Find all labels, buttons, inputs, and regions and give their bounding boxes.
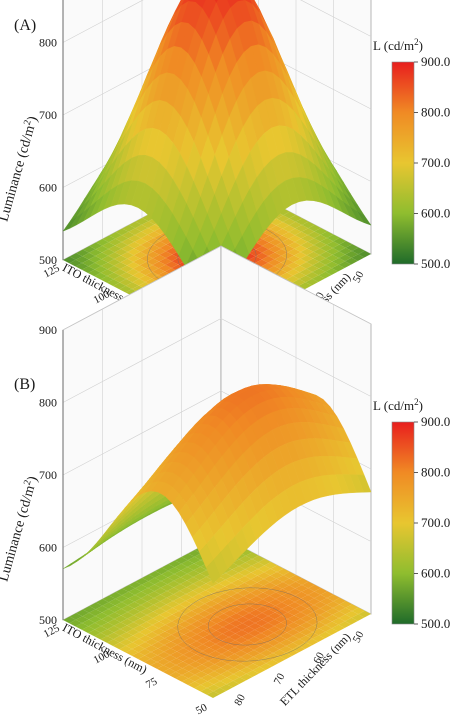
z-tick-label: 800 <box>39 396 57 410</box>
colorbar-title: L (cd/m2) <box>373 37 423 53</box>
x-tick-label: 75 <box>144 675 160 691</box>
z-tick-label: 800 <box>39 36 57 50</box>
panel-label: (A) <box>14 17 36 34</box>
z-tick-label: 700 <box>39 108 57 122</box>
colorbar <box>392 422 414 624</box>
colorbar-tick-label: 600.0 <box>421 566 450 581</box>
y-tick-label: 50 <box>351 269 367 285</box>
y-tick-label: 50 <box>351 629 367 645</box>
colorbar-tick-label: 800.0 <box>421 105 450 120</box>
x-tick-label: 50 <box>194 701 210 717</box>
y-tick-label: 70 <box>272 671 288 687</box>
y-tick-label: 80 <box>232 692 248 708</box>
colorbar-tick-label: 700.0 <box>421 515 450 530</box>
colorbar-tick-label: 500.0 <box>421 256 450 271</box>
colorbar-ticks: 500.0 600.0 700.0 800.0 900.0 <box>414 54 450 271</box>
z-tick-label: 600 <box>39 541 57 555</box>
z-axis-label: Luminance (cd/m2) <box>0 474 41 584</box>
colorbar-tick-label: 800.0 <box>421 465 450 480</box>
z-tick-label: 900 <box>39 323 57 337</box>
colorbar-ticks: 500.0 600.0 700.0 800.0 900.0 <box>414 414 450 631</box>
z-tick-label: 600 <box>39 181 57 195</box>
colorbar-tick-label: 900.0 <box>421 54 450 69</box>
colorbar-tick-label: 700.0 <box>421 155 450 170</box>
colorbar-tick-label: 500.0 <box>421 616 450 631</box>
z-tick-label: 700 <box>39 468 57 482</box>
panel-label: (B) <box>14 376 35 393</box>
colorbar-title: L (cd/m2) <box>373 397 423 413</box>
z-axis-label: Luminance (cd/m2) <box>0 114 41 224</box>
colorbar-tick-label: 900.0 <box>421 414 450 429</box>
colorbar-tick-label: 600.0 <box>421 206 450 221</box>
colorbar <box>392 62 414 264</box>
